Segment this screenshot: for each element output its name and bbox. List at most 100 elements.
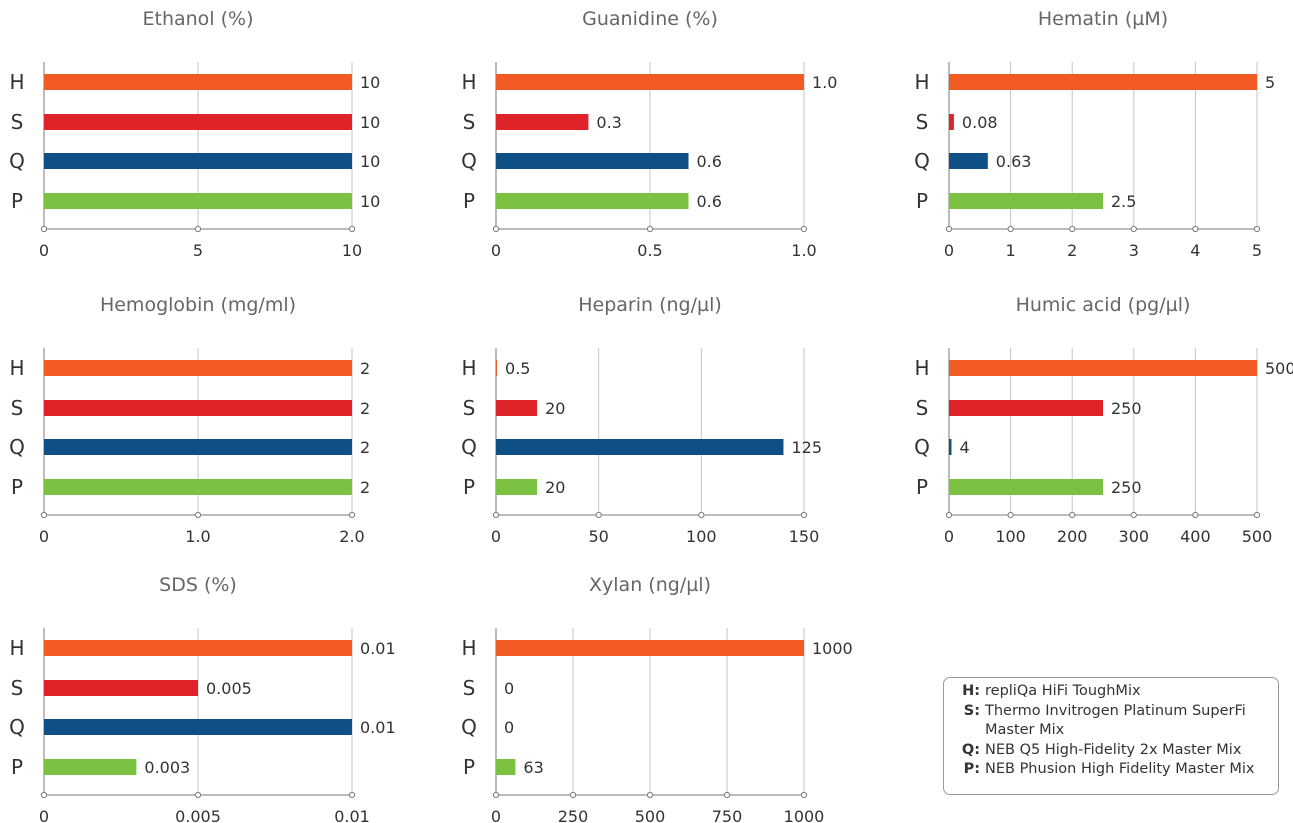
category-label: H [914,356,929,380]
bar-s [949,114,954,130]
tick-marker [1192,225,1199,233]
value-label: 5 [1265,73,1275,92]
value-label: 0.5 [505,359,530,378]
tick-label: 1.0 [791,241,816,260]
tick-label: 0 [491,527,501,546]
category-label: H [461,70,476,94]
category-label: P [463,475,475,499]
tick-marker [595,511,602,519]
panel-heparin-ng-l: Heparin (ng/µl) H 0.5 S 20 Q 125 P 20 0 50 100 150 [461,294,822,546]
tick-marker [1069,225,1076,233]
value-label: 2 [360,438,370,457]
tick-label: 0.5 [637,241,662,260]
tick-marker [1069,511,1076,519]
bar-q [496,153,689,169]
bar-h [44,360,352,376]
tick-marker [492,791,500,799]
category-label: Q [914,149,930,173]
tick-marker [348,791,356,799]
category-label: S [463,676,476,700]
category-label: H [9,356,24,380]
value-label: 250 [1111,478,1142,497]
value-label: 2 [360,359,370,378]
tick-label: 0 [39,527,49,546]
category-label: P [916,189,928,213]
bar-p [949,193,1103,209]
category-label: Q [461,435,477,459]
value-label: 250 [1111,399,1142,418]
value-label: 1000 [812,639,853,658]
tick-marker [800,225,808,233]
tick-label: 0 [944,527,954,546]
tick-label: 3 [1129,241,1139,260]
tick-label: 4 [1190,241,1200,260]
value-label: 0.01 [360,639,396,658]
bar-p [44,479,352,495]
panel-guanidine: Guanidine (%) H 1.0 S 0.3 Q 0.6 P 0.6 0 0.5 1.0 [461,8,837,260]
tick-marker [1253,511,1261,519]
value-label: 20 [545,478,565,497]
bar-p [44,759,137,775]
category-label: S [11,396,24,420]
tick-marker [194,225,202,233]
bar-q [44,153,352,169]
tick-label: 2 [1067,241,1077,260]
category-label: P [463,189,475,213]
category-label: H [914,70,929,94]
value-label: 2 [360,399,370,418]
tick-marker [348,225,356,233]
value-label: 125 [791,438,822,457]
tick-label: 1.0 [185,527,210,546]
category-label: S [463,110,476,134]
tick-marker [646,791,654,799]
category-label: Q [9,149,25,173]
tick-marker [800,791,808,799]
value-label: 500 [1265,359,1293,378]
bar-q [949,153,988,169]
tick-marker [1007,511,1014,519]
tick-label: 750 [712,807,743,823]
bar-s [44,114,352,130]
legend-key-q: Q: [961,741,980,758]
chart-title: Heparin (ng/µl) [578,294,722,316]
tick-marker [1253,225,1261,233]
legend-label-h: repliQa HiFi ToughMix [985,683,1141,699]
value-label: 4 [959,438,969,457]
category-label: S [916,110,929,134]
panel-hemoglobin-mg-ml: Hemoglobin (mg/ml) H 2 S 2 Q 2 P 2 0 1.0 2.0 [9,294,370,546]
legend-item-s: S: Thermo Invitrogen Platinum SuperFi Ma… [950,702,1272,741]
tick-marker [492,225,500,233]
category-label: S [463,396,476,420]
tick-label: 250 [558,807,589,823]
tick-label: 300 [1119,527,1150,546]
value-label: 10 [360,152,380,171]
value-label: 0.003 [144,758,190,777]
value-label: 1.0 [812,73,837,92]
tick-marker [40,511,48,519]
tick-marker [1007,225,1014,233]
tick-label: 0 [944,241,954,260]
value-label: 0.6 [697,152,722,171]
tick-marker [492,511,500,519]
category-label: Q [9,435,25,459]
category-label: P [11,475,23,499]
tick-label: 0 [491,241,501,260]
bar-q [949,439,952,455]
category-label: P [916,475,928,499]
value-label: 20 [545,399,565,418]
bar-p [496,479,538,495]
category-label: Q [9,715,25,739]
bar-s [44,680,198,696]
legend-label-q: NEB Q5 High-Fidelity 2x Master Mix [985,741,1242,758]
bar-h [496,74,804,90]
tick-marker [194,511,202,519]
tick-label: 50 [588,527,608,546]
tick-label: 0 [39,807,49,823]
tick-label: 100 [686,527,717,546]
bar-h [496,360,498,376]
tick-label: 0 [491,807,501,823]
panel-hematin-m: Hematin (µM) H 5 S 0.08 Q 0.63 P 2.5 0 1 2 3 4 5 [914,8,1275,260]
bar-p [44,193,352,209]
bar-q [496,439,784,455]
